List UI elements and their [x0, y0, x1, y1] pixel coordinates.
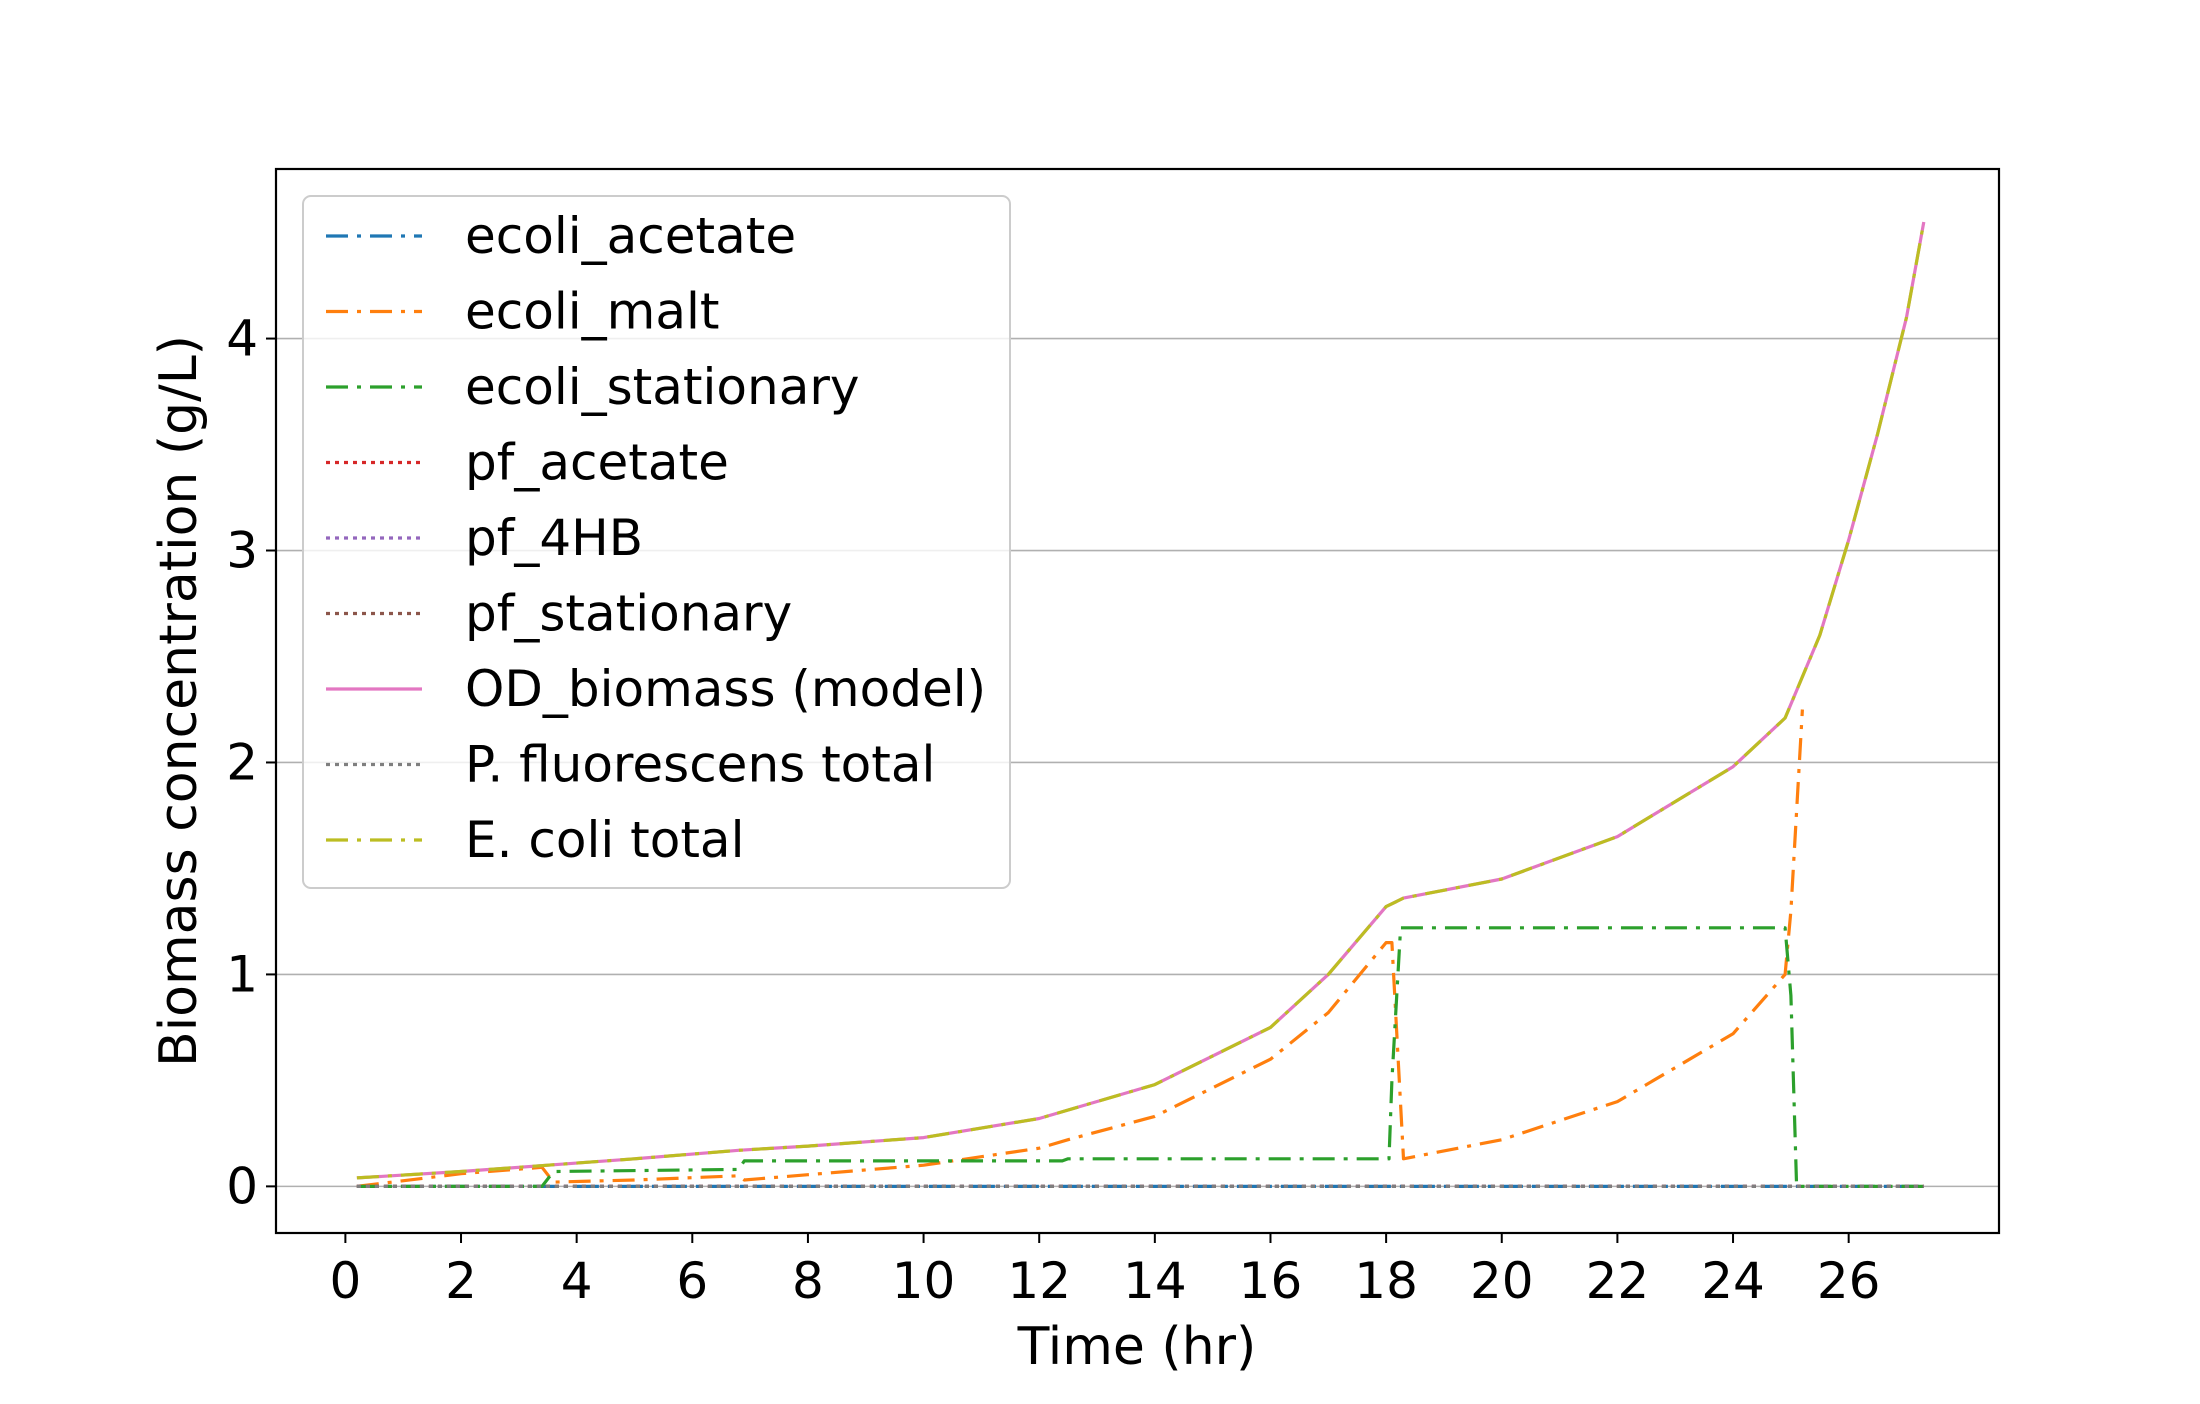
- y-tick-label: 3: [226, 522, 258, 580]
- x-tick-label: 18: [1354, 1252, 1418, 1310]
- y-tick-label: 0: [226, 1157, 258, 1215]
- series-layer: [356, 221, 1926, 1189]
- y-tick-label: 1: [226, 945, 258, 1003]
- y-tick-label: 2: [226, 733, 258, 791]
- series-line-e-coli-total: [356, 221, 1926, 1180]
- x-tick-label: 22: [1586, 1252, 1650, 1310]
- legend-entries: ecoli_acetate ecoli_malt ecoli_stationaryp…: [326, 207, 986, 869]
- x-tick-label: 6: [676, 1252, 708, 1310]
- x-tick-label: 8: [792, 1252, 824, 1310]
- x-tick-label: 26: [1817, 1252, 1881, 1310]
- legend-label: P. fluorescens total: [465, 736, 935, 794]
- legend-label: pf_stationary: [465, 585, 792, 643]
- legend-label: OD_biomass (model): [465, 660, 986, 718]
- legend-label: ecoli_acetate: [465, 207, 796, 265]
- series-line-ecoli-stationary: [356, 926, 1924, 1189]
- x-tick-label: 16: [1239, 1252, 1303, 1310]
- legend: ecoli_acetate ecoli_malt ecoli_stationaryp…: [302, 195, 1011, 889]
- y-axis-label: Biomass concentration (g/L): [149, 335, 209, 1067]
- x-tick-label: 0: [329, 1252, 361, 1310]
- legend-label: E. coli total: [465, 811, 744, 869]
- legend-label: ecoli_stationary: [465, 358, 859, 416]
- y-tick-label: 4: [226, 310, 258, 368]
- plot-frame: [274, 167, 2001, 1235]
- x-tick-label: 2: [445, 1252, 477, 1310]
- series-line-ecoli-malt: [356, 709, 1804, 1188]
- x-tick-label: 12: [1007, 1252, 1071, 1310]
- legend-label: pf_acetate: [465, 434, 729, 492]
- legend-frame: [302, 195, 1011, 889]
- x-tick-label: 20: [1470, 1252, 1534, 1310]
- x-tick-label: 24: [1701, 1252, 1765, 1310]
- legend-label: pf_4HB: [465, 509, 643, 567]
- x-tick-label: 14: [1123, 1252, 1187, 1310]
- x-tick-label: 4: [561, 1252, 593, 1310]
- x-axis-label: Time (hr): [1017, 1317, 1257, 1377]
- legend-label: ecoli_malt: [465, 283, 719, 341]
- x-tick-label: 10: [892, 1252, 956, 1310]
